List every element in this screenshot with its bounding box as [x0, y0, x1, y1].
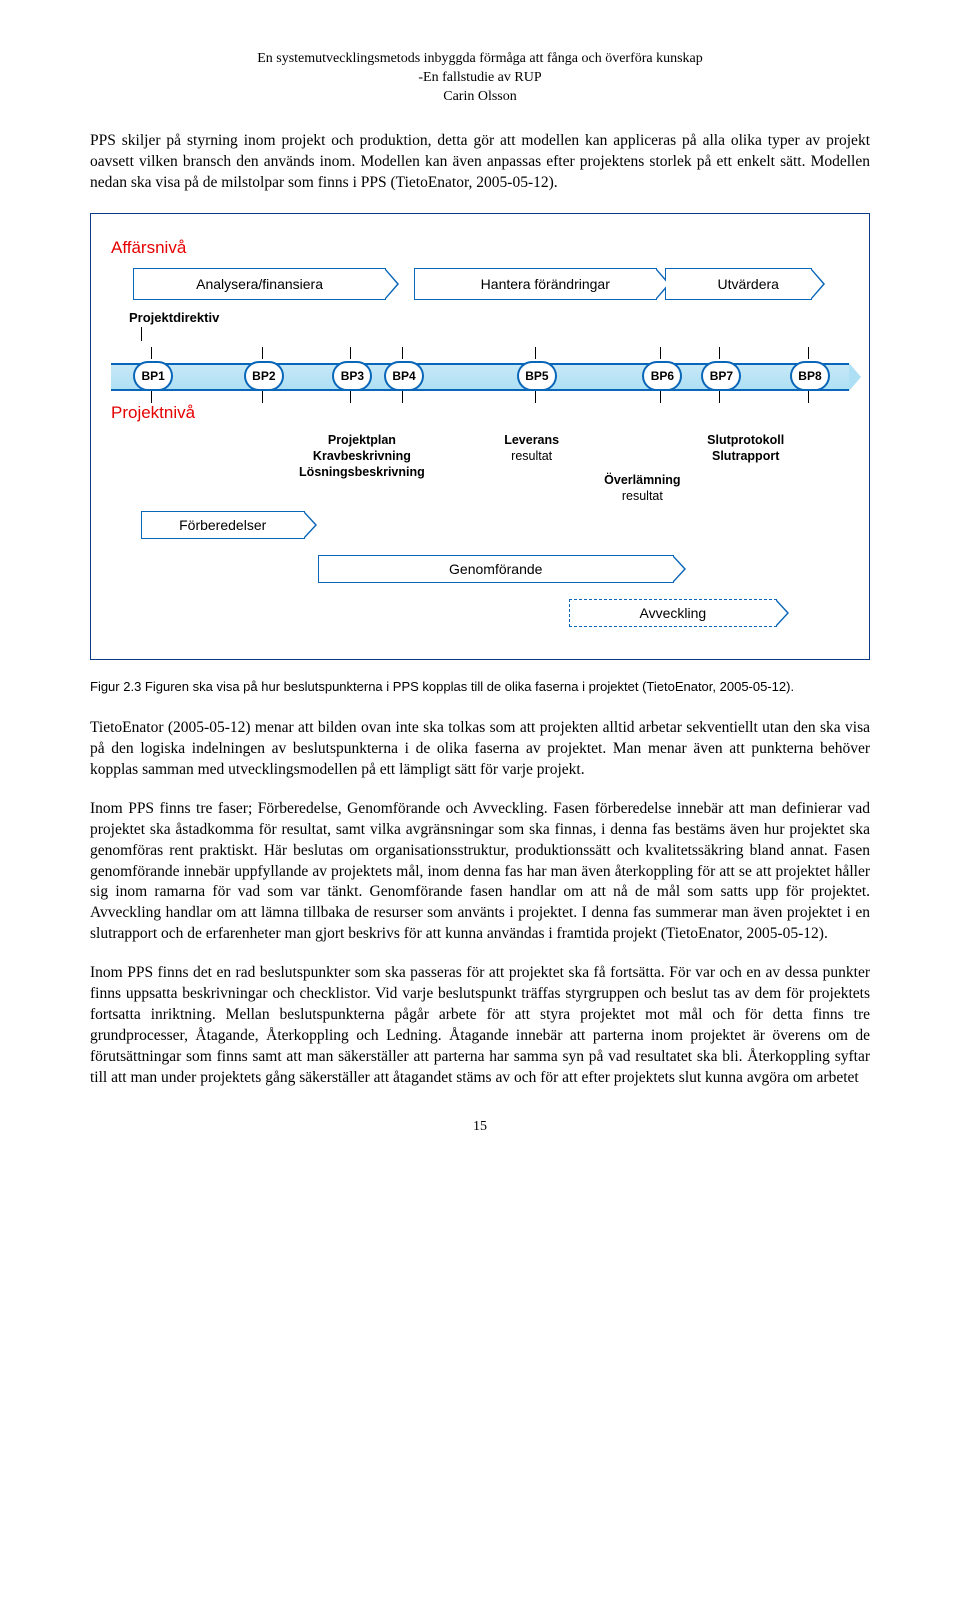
bp-node-bp4: BP4 [384, 361, 424, 391]
paragraph-2: TietoEnator (2005-05-12) menar att bilde… [90, 718, 870, 781]
figure-caption: Figur 2.3 Figuren ska visa på hur beslut… [90, 678, 870, 696]
bp-tick-down-0 [151, 391, 152, 403]
bp-tick-up-2 [350, 347, 351, 359]
head-line2: -En fallstudie av RUP [90, 69, 870, 88]
head-line3: Carin Olsson [90, 88, 870, 107]
bp-sublabels: ProjektplanKravbeskrivningLösningsbeskri… [111, 433, 849, 503]
page-number: 15 [90, 1119, 870, 1135]
phase-row-0: Förberedelser [111, 511, 849, 547]
pps-figure: Affärsnivå Analysera/finansiera Hantera f… [90, 213, 870, 660]
top-chevron-row: Analysera/finansiera Hantera förändringar… [111, 268, 849, 304]
affarsniva-label: Affärsnivå [111, 238, 849, 258]
paragraph-1: PPS skiljer på styrning inom projekt och… [90, 131, 870, 194]
bp-node-bp1: BP1 [133, 361, 173, 391]
bp-tick-up-6 [719, 347, 720, 359]
projektdirektiv-label: Projektdirektiv [129, 310, 849, 325]
paragraph-3: Inom PPS finns tre faser; Förberedelse, … [90, 799, 870, 945]
projektniva-label: Projektnivå [111, 403, 849, 423]
phase-avveckling: Avveckling [569, 599, 778, 627]
bp-sublabel-3: Överlämningresultat [604, 473, 680, 504]
page: En systemutvecklingsmetods inbyggda förm… [0, 0, 960, 1175]
bp-node-bp8: BP8 [790, 361, 830, 391]
running-head: En systemutvecklingsmetods inbyggda förm… [90, 50, 870, 107]
paragraph-4: Inom PPS finns det en rad beslutspunkter… [90, 963, 870, 1089]
bp-tick-down-2 [350, 391, 351, 403]
phase-genomförande: Genomförande [318, 555, 674, 583]
bp-tick-up-7 [808, 347, 809, 359]
head-line1: En systemutvecklingsmetods inbyggda förm… [90, 50, 870, 69]
bp-sublabel-1: Leveransresultat [504, 433, 559, 464]
top-chevron-1: Hantera förändringar [414, 268, 657, 300]
bp-tick-down-1 [262, 391, 263, 403]
bp-sublabel-2: SlutprotokollSlutrapport [707, 433, 784, 464]
top-chevron-2: Utvärdera [665, 268, 812, 300]
bp-node-bp6: BP6 [642, 361, 682, 391]
bp-node-bp5: BP5 [517, 361, 557, 391]
bp-node-bp3: BP3 [332, 361, 372, 391]
bp-tick-up-4 [535, 347, 536, 359]
bp-strip: BP1 BP2 BP3 BP4 BP5 BP6 BP7 BP8 [111, 355, 849, 395]
bp-tick-up-1 [262, 347, 263, 359]
bp-node-bp7: BP7 [701, 361, 741, 391]
bp-node-bp2: BP2 [244, 361, 284, 391]
top-chevron-0: Analysera/finansiera [133, 268, 386, 300]
bp-tick-down-4 [535, 391, 536, 403]
phase-row-2: Avveckling [111, 599, 849, 635]
bp-tick-down-5 [660, 391, 661, 403]
phase-row-1: Genomförande [111, 555, 849, 591]
bp-sublabel-0: ProjektplanKravbeskrivningLösningsbeskri… [299, 433, 425, 480]
bp-tick-up-5 [660, 347, 661, 359]
bp-tick-down-6 [719, 391, 720, 403]
bp-tick-up-0 [151, 347, 152, 359]
bp-tick-down-7 [808, 391, 809, 403]
phase-förberedelser: Förberedelser [141, 511, 305, 539]
projektdirektiv-tick [141, 327, 142, 341]
bp-tick-down-3 [402, 391, 403, 403]
bp-tick-up-3 [402, 347, 403, 359]
